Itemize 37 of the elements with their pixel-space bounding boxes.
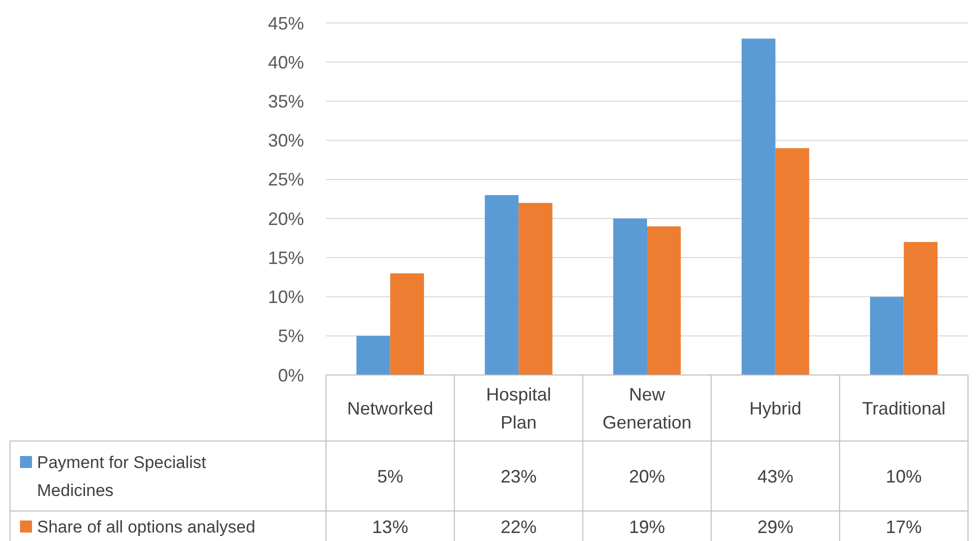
y-tick-label: 40%	[268, 52, 304, 72]
y-tick-label: 10%	[268, 287, 304, 308]
data-label: 22%	[500, 516, 537, 537]
y-tick-label: 20%	[268, 208, 304, 229]
data-label: 29%	[757, 516, 794, 537]
bar	[390, 273, 424, 375]
bar	[613, 218, 647, 375]
x-tick-label: Traditional	[862, 398, 946, 418]
y-tick-label: 30%	[268, 130, 304, 151]
data-label: 23%	[500, 466, 537, 486]
data-label: 19%	[628, 516, 666, 537]
y-tick-label: 0%	[278, 365, 304, 386]
legend-label: Share of all options analysed	[37, 517, 256, 536]
bar	[904, 242, 938, 375]
x-tick-label: Networked	[347, 398, 434, 418]
bar	[356, 336, 390, 375]
x-tick-label: Hospital Plan	[486, 384, 552, 432]
legend-label: Payment for Specialist Medicines	[37, 452, 206, 500]
x-tick-label: Hybrid	[749, 398, 802, 418]
y-tick-label: 25%	[268, 170, 304, 190]
x-tick-label: New Generation	[602, 384, 692, 432]
data-label: 13%	[372, 516, 408, 537]
y-tick-label: 35%	[268, 92, 304, 112]
bar	[647, 226, 681, 375]
data-label: 17%	[886, 516, 922, 537]
y-tick-label: 5%	[278, 326, 304, 346]
data-label: 43%	[757, 466, 794, 486]
data-label: 10%	[886, 466, 922, 486]
y-tick-label: 45%	[268, 13, 304, 34]
bar	[518, 202, 552, 375]
bar	[775, 148, 810, 375]
y-tick-label: 15%	[268, 248, 304, 268]
data-label: 20%	[628, 466, 666, 486]
bar	[742, 38, 776, 375]
data-label: 5%	[377, 466, 404, 486]
bar	[870, 296, 904, 375]
bar	[484, 195, 519, 375]
